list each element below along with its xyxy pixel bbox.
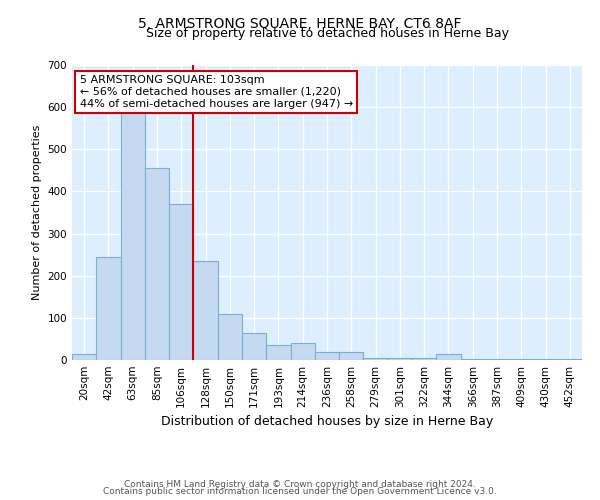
Text: 5, ARMSTRONG SQUARE, HERNE BAY, CT6 8AF: 5, ARMSTRONG SQUARE, HERNE BAY, CT6 8AF	[138, 18, 462, 32]
Y-axis label: Number of detached properties: Number of detached properties	[32, 125, 42, 300]
Bar	[315, 352, 339, 360]
Bar	[461, 358, 485, 360]
Bar	[169, 204, 193, 360]
Bar	[193, 261, 218, 360]
Bar	[339, 352, 364, 360]
Title: Size of property relative to detached houses in Herne Bay: Size of property relative to detached ho…	[146, 27, 509, 40]
Bar	[388, 358, 412, 360]
Bar	[364, 358, 388, 360]
Bar	[485, 358, 509, 360]
Bar	[533, 358, 558, 360]
Bar	[558, 358, 582, 360]
Text: 5 ARMSTRONG SQUARE: 103sqm
← 56% of detached houses are smaller (1,220)
44% of s: 5 ARMSTRONG SQUARE: 103sqm ← 56% of deta…	[80, 76, 353, 108]
Bar	[218, 314, 242, 360]
Bar	[266, 345, 290, 360]
Text: Contains HM Land Registry data © Crown copyright and database right 2024.: Contains HM Land Registry data © Crown c…	[124, 480, 476, 489]
Bar	[412, 358, 436, 360]
Bar	[96, 257, 121, 360]
Bar	[290, 343, 315, 360]
X-axis label: Distribution of detached houses by size in Herne Bay: Distribution of detached houses by size …	[161, 416, 493, 428]
Bar	[509, 358, 533, 360]
Bar	[121, 114, 145, 360]
Bar	[145, 168, 169, 360]
Text: Contains public sector information licensed under the Open Government Licence v3: Contains public sector information licen…	[103, 487, 497, 496]
Bar	[72, 354, 96, 360]
Bar	[242, 332, 266, 360]
Bar	[436, 354, 461, 360]
